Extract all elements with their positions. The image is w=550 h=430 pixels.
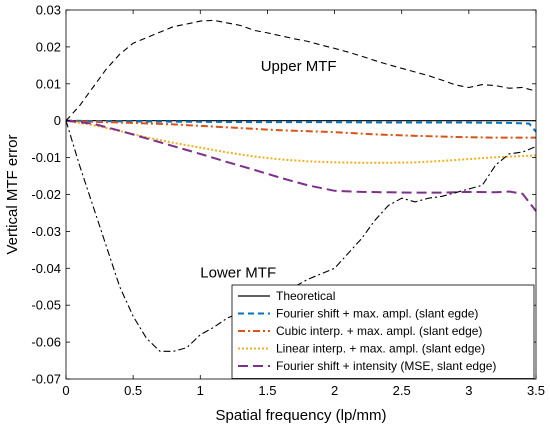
legend-label: Theoretical <box>276 289 335 303</box>
legend-label: Cubic interp. + max. ampl. (slant edge) <box>276 324 482 338</box>
legend-label: Fourier shift + max. ampl. (slant egde) <box>276 307 478 321</box>
series-line-linear-interp-max-ampl-slant-edge <box>65 119 537 164</box>
annotation-lower-mtf: Lower MTF <box>200 265 276 282</box>
legend-box <box>231 284 535 379</box>
ticks-layer: 0 0.5 1 1.5 2 2.5 3 3.5 0.03 0.02 0.01 0 -0.01 -0.02 -… <box>31 3 545 399</box>
y-tick-label: -0.05 <box>31 298 61 313</box>
x-tick-label: 0 <box>62 383 69 398</box>
y-axis-label: Vertical MTF error <box>4 134 21 254</box>
x-tick-label: 0.5 <box>124 383 142 398</box>
annotation-upper-mtf: Upper MTF <box>261 58 337 75</box>
x-tick-label: 3.5 <box>527 383 545 398</box>
y-tick-label: 0.02 <box>36 39 61 54</box>
series-line-upper-mtf <box>65 19 537 122</box>
x-tick-label: 2 <box>331 383 338 398</box>
y-tick-label: 0 <box>54 113 61 128</box>
series-line-fourier-shift-intensity-mse-slant-edge <box>65 119 537 212</box>
y-tick-label: -0.03 <box>31 224 61 239</box>
x-tick-label: 2.5 <box>393 383 411 398</box>
legend-label: Linear interp. + max. ampl. (slant edge) <box>276 342 485 356</box>
x-tick-label: 3 <box>465 383 472 398</box>
series-line-lower-mtf <box>65 120 537 352</box>
y-tick-label: -0.06 <box>31 335 61 350</box>
legend: Theoretical Fourier shift + max. ampl. (s… <box>231 284 535 379</box>
y-tick-label: -0.02 <box>31 187 61 202</box>
series-line-fourier-shift-max-ampl-slant-egde <box>65 119 537 133</box>
x-tick-label: 1 <box>197 383 204 398</box>
y-tick-label: -0.07 <box>31 372 61 387</box>
series-layer <box>65 19 537 352</box>
y-tick-label: -0.01 <box>31 150 61 165</box>
y-tick-label: -0.04 <box>31 261 61 276</box>
y-tick-label: 0.03 <box>36 3 61 18</box>
legend-label: Fourier shift + intensity (MSE, slant ed… <box>276 359 496 373</box>
x-tick-label: 1.5 <box>258 383 276 398</box>
x-axis-label: Spatial frequency (lp/mm) <box>216 407 387 424</box>
series-line-cubic-interp-max-ampl-slant-edge <box>65 119 536 139</box>
y-tick-label: 0.01 <box>36 76 61 91</box>
